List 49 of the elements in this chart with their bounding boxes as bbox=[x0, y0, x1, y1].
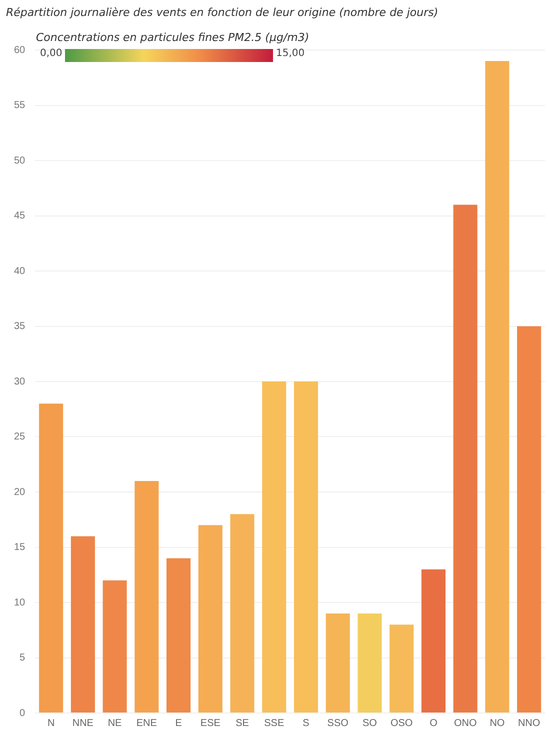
x-tick-label: E bbox=[175, 718, 182, 729]
x-tick-label: ESE bbox=[200, 718, 221, 729]
bar bbox=[485, 61, 510, 712]
color-bar-title: Concentrations en particules fines PM2.5 (µg/m3) bbox=[36, 31, 310, 44]
x-tick-label: NNO bbox=[518, 718, 540, 729]
y-tick-label: 20 bbox=[14, 486, 26, 498]
bar bbox=[39, 404, 64, 712]
annotation: 15,00 bbox=[276, 48, 305, 59]
x-tick-label: ENE bbox=[136, 718, 158, 729]
x-tick-label: S bbox=[302, 718, 310, 729]
bar bbox=[421, 569, 446, 712]
x-tick-label: N bbox=[47, 718, 55, 729]
x-tick-label: SE bbox=[236, 718, 250, 729]
y-tick-label: 15 bbox=[14, 542, 26, 553]
y-tick-label: 35 bbox=[14, 321, 26, 332]
bar bbox=[326, 614, 350, 712]
bar bbox=[453, 204, 478, 712]
y-tick-label: 0 bbox=[20, 708, 26, 719]
bar bbox=[198, 525, 222, 712]
x-tick-label: O bbox=[430, 718, 438, 729]
x-tick-label: NNE bbox=[72, 718, 94, 729]
bar bbox=[358, 614, 382, 712]
y-tick-label: 45 bbox=[14, 210, 26, 222]
bar bbox=[390, 624, 414, 712]
bar bbox=[262, 382, 286, 712]
bar bbox=[134, 480, 159, 712]
y-tick-label: 60 bbox=[14, 44, 26, 56]
bar bbox=[230, 514, 254, 712]
x-tick-label: OSO bbox=[390, 718, 413, 729]
chart-title: Répartition journalière des vents en fonction de leur origine (nombre de jours) bbox=[6, 6, 438, 19]
x-tick-label: NO bbox=[490, 718, 505, 729]
bar bbox=[517, 326, 542, 712]
y-tick-label: 30 bbox=[14, 376, 26, 388]
bar bbox=[102, 580, 127, 712]
x-tick-label: NE bbox=[108, 718, 122, 729]
y-tick-label: 25 bbox=[14, 432, 26, 442]
y-tick-label: 55 bbox=[14, 100, 26, 111]
y-tick-label: 50 bbox=[14, 155, 26, 166]
bar bbox=[70, 536, 95, 712]
y-tick-label: 10 bbox=[14, 597, 26, 608]
annotation: 0,00 bbox=[40, 48, 62, 59]
bar bbox=[294, 382, 318, 712]
bar bbox=[166, 558, 191, 712]
x-tick-label: SSO bbox=[327, 718, 349, 729]
y-tick-label: 5 bbox=[20, 652, 26, 664]
x-tick-label: SSE bbox=[264, 718, 284, 729]
x-tick-label: ONO bbox=[454, 718, 477, 729]
x-tick-label: SO bbox=[362, 718, 378, 729]
y-tick-label: 40 bbox=[14, 266, 26, 277]
